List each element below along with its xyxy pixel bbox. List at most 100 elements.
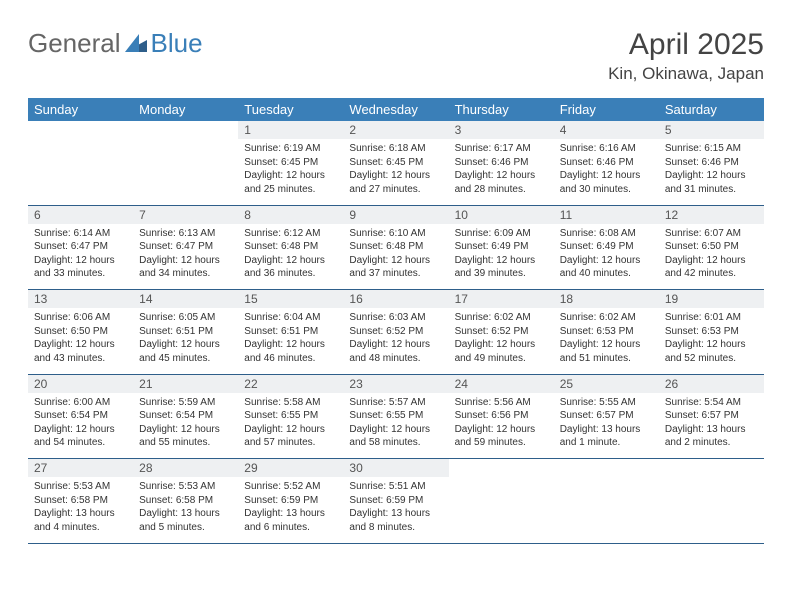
sunset-text: Sunset: 6:46 PM [455, 156, 548, 170]
daylight-text: Daylight: 12 hours and 28 minutes. [455, 169, 548, 196]
content-row: Sunrise: 6:06 AMSunset: 6:50 PMDaylight:… [28, 308, 764, 374]
day-number: 7 [139, 208, 146, 222]
day-number-cell: 13 [28, 290, 133, 309]
day-number-cell: 6 [28, 205, 133, 224]
day-number-cell: 17 [449, 290, 554, 309]
sunrise-text: Sunrise: 6:02 AM [560, 311, 653, 325]
day-content-cell: Sunrise: 6:08 AMSunset: 6:49 PMDaylight:… [554, 224, 659, 290]
day-number: 4 [560, 123, 567, 137]
daylight-text: Daylight: 12 hours and 58 minutes. [349, 423, 442, 450]
sunrise-text: Sunrise: 6:13 AM [139, 227, 232, 241]
day-content-cell: Sunrise: 6:09 AMSunset: 6:49 PMDaylight:… [449, 224, 554, 290]
daynum-row: 20 21 22 23 24 25 26 [28, 374, 764, 393]
location: Kin, Okinawa, Japan [608, 64, 764, 84]
daylight-text: Daylight: 12 hours and 45 minutes. [139, 338, 232, 365]
day-content-cell: Sunrise: 5:53 AMSunset: 6:58 PMDaylight:… [133, 477, 238, 543]
weekday-header: Sunday [28, 98, 133, 121]
day-number-cell [449, 459, 554, 478]
day-number: 25 [560, 377, 573, 391]
day-number: 10 [455, 208, 468, 222]
day-content-cell: Sunrise: 6:02 AMSunset: 6:52 PMDaylight:… [449, 308, 554, 374]
sunrise-text: Sunrise: 6:00 AM [34, 396, 127, 410]
daynum-row: 13141516171819 [28, 290, 764, 309]
day-number-cell: 27 [28, 459, 133, 478]
weekday-header-row: Sunday Monday Tuesday Wednesday Thursday… [28, 98, 764, 121]
weekday-header: Wednesday [343, 98, 448, 121]
sunset-text: Sunset: 6:53 PM [560, 325, 653, 339]
day-number: 1 [244, 123, 251, 137]
day-content-cell: Sunrise: 5:53 AMSunset: 6:58 PMDaylight:… [28, 477, 133, 543]
day-number-cell: 28 [133, 459, 238, 478]
day-number: 28 [139, 461, 152, 475]
day-number: 23 [349, 377, 362, 391]
sunset-text: Sunset: 6:52 PM [455, 325, 548, 339]
daylight-text: Daylight: 12 hours and 34 minutes. [139, 254, 232, 281]
sunset-text: Sunset: 6:53 PM [665, 325, 758, 339]
sunrise-text: Sunrise: 5:56 AM [455, 396, 548, 410]
day-number: 19 [665, 292, 678, 306]
sunrise-text: Sunrise: 6:04 AM [244, 311, 337, 325]
sunset-text: Sunset: 6:55 PM [244, 409, 337, 423]
sunset-text: Sunset: 6:52 PM [349, 325, 442, 339]
day-number-cell [554, 459, 659, 478]
day-number-cell: 7 [133, 205, 238, 224]
sunrise-text: Sunrise: 6:07 AM [665, 227, 758, 241]
daylight-text: Daylight: 12 hours and 37 minutes. [349, 254, 442, 281]
day-content-cell: Sunrise: 6:02 AMSunset: 6:53 PMDaylight:… [554, 308, 659, 374]
day-number: 22 [244, 377, 257, 391]
sunrise-text: Sunrise: 6:06 AM [34, 311, 127, 325]
sunrise-text: Sunrise: 6:17 AM [455, 142, 548, 156]
sunrise-text: Sunrise: 6:14 AM [34, 227, 127, 241]
day-content-cell: Sunrise: 6:01 AMSunset: 6:53 PMDaylight:… [659, 308, 764, 374]
weekday-header: Saturday [659, 98, 764, 121]
day-number: 6 [34, 208, 41, 222]
day-number: 17 [455, 292, 468, 306]
day-number-cell: 12 [659, 205, 764, 224]
day-content-cell: Sunrise: 5:51 AMSunset: 6:59 PMDaylight:… [343, 477, 448, 543]
sunset-text: Sunset: 6:48 PM [244, 240, 337, 254]
day-number: 24 [455, 377, 468, 391]
daylight-text: Daylight: 12 hours and 57 minutes. [244, 423, 337, 450]
day-number: 11 [560, 208, 572, 222]
sunrise-text: Sunrise: 6:10 AM [349, 227, 442, 241]
daylight-text: Daylight: 12 hours and 27 minutes. [349, 169, 442, 196]
page-header: General Blue April 2025 Kin, Okinawa, Ja… [28, 28, 764, 84]
day-number-cell [133, 121, 238, 139]
day-number: 15 [244, 292, 257, 306]
day-number-cell: 15 [238, 290, 343, 309]
sunset-text: Sunset: 6:50 PM [665, 240, 758, 254]
day-content-cell: Sunrise: 5:54 AMSunset: 6:57 PMDaylight:… [659, 393, 764, 459]
day-number-cell: 22 [238, 374, 343, 393]
calendar-table: Sunday Monday Tuesday Wednesday Thursday… [28, 98, 764, 544]
sunset-text: Sunset: 6:51 PM [244, 325, 337, 339]
day-number-cell: 29 [238, 459, 343, 478]
day-content-cell [133, 139, 238, 205]
sunrise-text: Sunrise: 5:58 AM [244, 396, 337, 410]
daylight-text: Daylight: 12 hours and 51 minutes. [560, 338, 653, 365]
daylight-text: Daylight: 12 hours and 39 minutes. [455, 254, 548, 281]
day-content-cell: Sunrise: 6:15 AMSunset: 6:46 PMDaylight:… [659, 139, 764, 205]
day-number-cell: 26 [659, 374, 764, 393]
day-number-cell: 20 [28, 374, 133, 393]
sunrise-text: Sunrise: 5:53 AM [139, 480, 232, 494]
sunrise-text: Sunrise: 6:03 AM [349, 311, 442, 325]
day-number: 29 [244, 461, 257, 475]
day-content-cell: Sunrise: 6:04 AMSunset: 6:51 PMDaylight:… [238, 308, 343, 374]
daylight-text: Daylight: 12 hours and 33 minutes. [34, 254, 127, 281]
weekday-header: Friday [554, 98, 659, 121]
daylight-text: Daylight: 13 hours and 8 minutes. [349, 507, 442, 534]
day-number-cell: 10 [449, 205, 554, 224]
daylight-text: Daylight: 13 hours and 4 minutes. [34, 507, 127, 534]
sunrise-text: Sunrise: 6:19 AM [244, 142, 337, 156]
day-number: 21 [139, 377, 152, 391]
day-content-cell: Sunrise: 5:58 AMSunset: 6:55 PMDaylight:… [238, 393, 343, 459]
daylight-text: Daylight: 12 hours and 36 minutes. [244, 254, 337, 281]
daylight-text: Daylight: 13 hours and 5 minutes. [139, 507, 232, 534]
daylight-text: Daylight: 12 hours and 52 minutes. [665, 338, 758, 365]
weekday-header: Monday [133, 98, 238, 121]
day-content-cell [449, 477, 554, 543]
daylight-text: Daylight: 13 hours and 6 minutes. [244, 507, 337, 534]
sunrise-text: Sunrise: 6:08 AM [560, 227, 653, 241]
day-content-cell: Sunrise: 6:03 AMSunset: 6:52 PMDaylight:… [343, 308, 448, 374]
sunset-text: Sunset: 6:54 PM [139, 409, 232, 423]
